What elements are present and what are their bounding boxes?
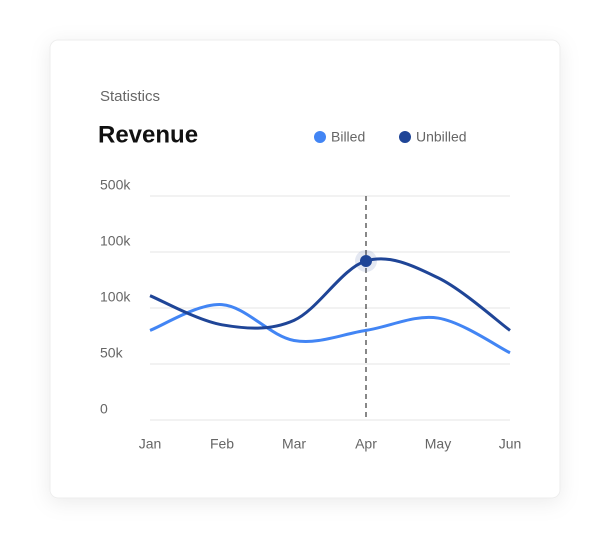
y-tick-label: 100k	[100, 289, 131, 305]
legend-label: Unbilled	[416, 129, 467, 145]
subtitle: Statistics	[100, 88, 160, 105]
x-tick-label: Jun	[499, 436, 522, 452]
x-tick-label: Jan	[139, 436, 162, 452]
card	[49, 39, 561, 499]
line	[149, 303, 511, 355]
legend-swatch	[399, 131, 411, 143]
x-tick-label: May	[425, 436, 451, 452]
x-tick-label: Mar	[282, 436, 306, 452]
chart-title: Revenue	[98, 121, 198, 148]
legend-swatch	[314, 131, 326, 143]
hover-point	[360, 254, 372, 267]
y-tick-label: 100k	[100, 233, 131, 249]
y-tick-label: 500k	[100, 177, 131, 193]
y-tick-label: 50k	[100, 345, 124, 361]
legend-label: Billed	[331, 129, 365, 145]
line	[149, 257, 511, 332]
y-tick-label: 0	[100, 401, 108, 417]
x-tick-label: Apr	[355, 436, 377, 452]
x-tick-label: Feb	[210, 436, 234, 452]
